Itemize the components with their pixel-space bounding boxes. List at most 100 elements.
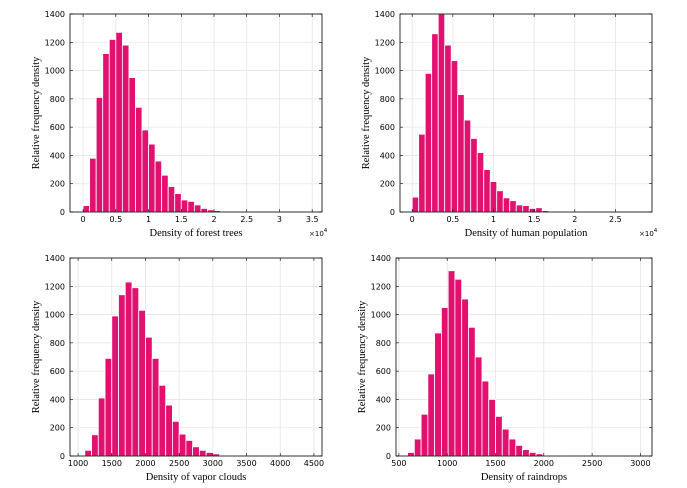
y-tick-label: 800 — [50, 339, 65, 348]
x-axis-label: Density of forest trees — [149, 228, 242, 239]
histogram-bar — [447, 270, 456, 457]
histogram-bar — [502, 197, 511, 213]
histogram-bar — [180, 199, 189, 213]
histogram-bar — [528, 452, 537, 457]
y-axis-label: Relative frequency density — [361, 56, 372, 169]
x-tick-label: 1000 — [437, 459, 457, 468]
x-tick-label: 0.5 — [109, 215, 122, 224]
histogram-bar — [461, 298, 469, 457]
axes-frame — [69, 13, 323, 213]
y-axis-label: Relative frequency density — [31, 56, 42, 169]
histogram-panel-2: 0 0.5 1 1.5 2 2.5 0 200 400 600 800 1000 1200 1400 Den… — [361, 10, 658, 239]
y-axis-label: Relative frequency density — [31, 300, 42, 413]
y-tick-label: 400 — [380, 151, 395, 160]
histogram-bar — [508, 438, 517, 457]
y-tick-label: 600 — [50, 123, 65, 132]
y-tick-label: 1400 — [375, 10, 395, 19]
histogram-bar — [205, 452, 214, 457]
histogram-bar — [158, 384, 167, 457]
histogram-bar — [135, 106, 143, 213]
y-tick-label: 400 — [50, 395, 65, 404]
y-tick-label: 200 — [380, 180, 395, 189]
y-tick-label: 1000 — [45, 311, 65, 320]
x-tick-label: 4500 — [304, 459, 324, 468]
x-tick-label: 0.5 — [446, 215, 459, 224]
y-tick-label: 600 — [376, 367, 391, 376]
histogram-bar — [441, 307, 449, 457]
axes-frame — [395, 257, 653, 457]
histogram-bar — [515, 204, 524, 213]
histogram-bar — [413, 438, 422, 457]
histogram-bar — [509, 200, 517, 213]
histogram-bar — [185, 440, 194, 457]
histogram-bar — [128, 77, 136, 213]
x-tick-label: 1500 — [102, 459, 122, 468]
histogram-bar — [528, 208, 537, 213]
x-tick-label: 500 — [391, 459, 406, 468]
x-tick-label: 3500 — [236, 459, 256, 468]
histogram-bar — [411, 196, 420, 213]
x-tick-label: 1500 — [485, 459, 505, 468]
histogram-bar — [172, 420, 180, 457]
histogram-bar — [200, 208, 208, 213]
y-tick-label: 0 — [390, 208, 395, 217]
x-tick-label: 1000 — [68, 459, 88, 468]
histogram-bar — [418, 133, 426, 213]
histogram-bar — [167, 186, 176, 213]
x-axis-label: Density of vapor clouds — [146, 472, 247, 483]
histogram-bar — [501, 428, 510, 457]
histogram-bar — [131, 287, 140, 457]
y-axis-label: Relative frequency density — [357, 300, 368, 413]
x-tick-label: 1.5 — [175, 215, 188, 224]
histogram-bar — [84, 449, 92, 457]
histogram-bar — [496, 190, 504, 213]
histogram-bar — [489, 181, 498, 213]
histogram-bar — [470, 138, 478, 213]
histogram-bar — [427, 373, 436, 457]
x-tick-label: 2000 — [135, 459, 155, 468]
x-axis-multiplier: ×104 — [639, 228, 658, 238]
histogram-bar — [89, 157, 97, 213]
histogram-bar — [115, 31, 123, 213]
histogram-bar — [148, 143, 156, 213]
histogram-bar — [174, 193, 182, 213]
histogram-bar — [178, 433, 187, 457]
histogram-bar — [437, 13, 446, 213]
histogram-bar — [192, 446, 200, 457]
histogram-bar — [474, 356, 483, 457]
histogram-bar — [151, 358, 160, 457]
y-tick-label: 800 — [376, 339, 391, 348]
y-tick-label: 200 — [376, 424, 391, 433]
x-tick-label: 1.5 — [528, 215, 541, 224]
histogram-bar — [121, 44, 130, 213]
x-axis-multiplier: ×104 — [309, 228, 328, 238]
histogram-bar — [102, 53, 110, 213]
histogram-panel-1: 0 0.5 1 1.5 2 2.5 3 3.5 0 200 400 600 800 1000 1200 140… — [31, 10, 328, 239]
histogram-bar — [424, 73, 433, 213]
y-tick-label: 800 — [50, 95, 65, 104]
histogram-bar — [444, 44, 452, 213]
histogram-bar — [483, 169, 491, 213]
x-tick-label: 1 — [146, 215, 151, 224]
y-tick-label: 1000 — [45, 67, 65, 76]
y-tick-label: 1400 — [371, 254, 391, 263]
x-tick-label: 2500 — [582, 459, 602, 468]
histogram-bar — [187, 200, 195, 213]
histogram-bar — [141, 129, 149, 213]
x-tick-label: 2500 — [169, 459, 189, 468]
histogram-bar — [457, 94, 465, 213]
histogram-bar — [535, 207, 543, 213]
x-tick-label: 2000 — [534, 459, 554, 468]
x-tick-label: 2 — [572, 215, 577, 224]
x-tick-label: 0 — [410, 215, 415, 224]
histogram-bar — [138, 309, 146, 457]
y-tick-label: 200 — [50, 180, 65, 189]
histogram-bar — [468, 326, 476, 457]
histogram-bar — [420, 413, 429, 457]
y-tick-label: 0 — [60, 208, 65, 217]
histogram-bar — [198, 449, 207, 457]
histogram-bar — [495, 415, 503, 457]
histogram-bar — [108, 39, 117, 213]
y-tick-label: 200 — [50, 424, 65, 433]
y-tick-label: 800 — [380, 95, 395, 104]
